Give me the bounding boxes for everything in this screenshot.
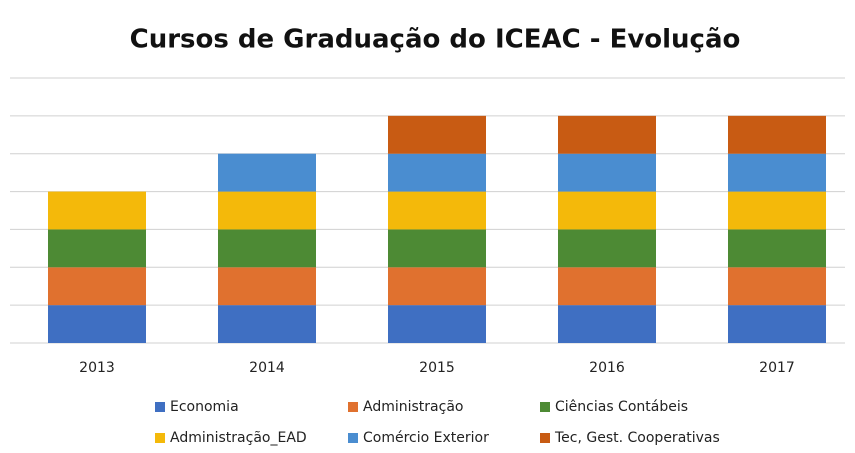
bar-segment [218, 153, 316, 192]
legend-swatch [348, 402, 358, 412]
bar-segment [728, 229, 826, 268]
legend-label: Ciências Contábeis [555, 399, 688, 415]
bar-segment [728, 305, 826, 343]
x-tick-label: 2013 [79, 360, 115, 376]
bar-segment [558, 153, 656, 192]
x-tick-label: 2014 [249, 360, 285, 376]
bar-segment [558, 229, 656, 268]
legend-swatch [540, 433, 550, 443]
bar-segment [558, 115, 656, 154]
legend-swatch [155, 402, 165, 412]
bar-segment [48, 229, 146, 268]
bar-segment [558, 267, 656, 306]
legend-swatch [155, 433, 165, 443]
chart-title: Cursos de Graduação do ICEAC - Evolução [130, 25, 741, 55]
bar-segment [48, 267, 146, 306]
legend-label: Administração_EAD [170, 430, 307, 446]
bar-segment [558, 191, 656, 230]
bar-segment [388, 305, 486, 343]
legend-label: Administração [363, 399, 463, 415]
bar-segment [218, 229, 316, 268]
bar-segment [218, 191, 316, 230]
bar-segment [218, 267, 316, 306]
legend-label: Comércio Exterior [363, 430, 489, 446]
legend-swatch [540, 402, 550, 412]
bar-segment [558, 305, 656, 343]
x-tick-label: 2017 [759, 360, 795, 376]
bar-segment [48, 191, 146, 230]
bar-segment [388, 229, 486, 268]
bar-segment [388, 115, 486, 154]
x-tick-label: 2016 [589, 360, 625, 376]
legend-label: Tec, Gest. Cooperativas [554, 430, 720, 446]
bar-segment [388, 267, 486, 306]
legend-swatch [348, 433, 358, 443]
bar-segment [388, 153, 486, 192]
legend-label: Economia [170, 399, 239, 415]
bar-segment [388, 191, 486, 230]
bar-segment [728, 153, 826, 192]
bar-segment [728, 115, 826, 154]
bar-segment [218, 305, 316, 343]
bar-segment [728, 191, 826, 230]
bar-segment [48, 305, 146, 343]
x-tick-label: 2015 [419, 360, 455, 376]
bar-segment [728, 267, 826, 306]
